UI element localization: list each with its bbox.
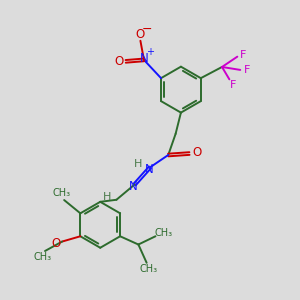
Text: N: N [140,52,148,65]
Text: −: − [142,23,152,36]
Text: H: H [134,159,142,169]
Text: F: F [244,65,250,75]
Text: F: F [239,50,246,60]
Text: O: O [51,236,60,250]
Text: CH₃: CH₃ [154,228,173,238]
Text: CH₃: CH₃ [34,253,52,262]
Text: CH₃: CH₃ [53,188,71,198]
Text: O: O [135,28,145,41]
Text: N: N [145,163,154,176]
Text: CH₃: CH₃ [139,264,157,274]
Text: H: H [103,192,111,203]
Text: N: N [129,180,138,193]
Text: +: + [146,47,154,57]
Text: F: F [230,80,236,90]
Text: O: O [192,146,201,159]
Text: O: O [115,55,124,68]
